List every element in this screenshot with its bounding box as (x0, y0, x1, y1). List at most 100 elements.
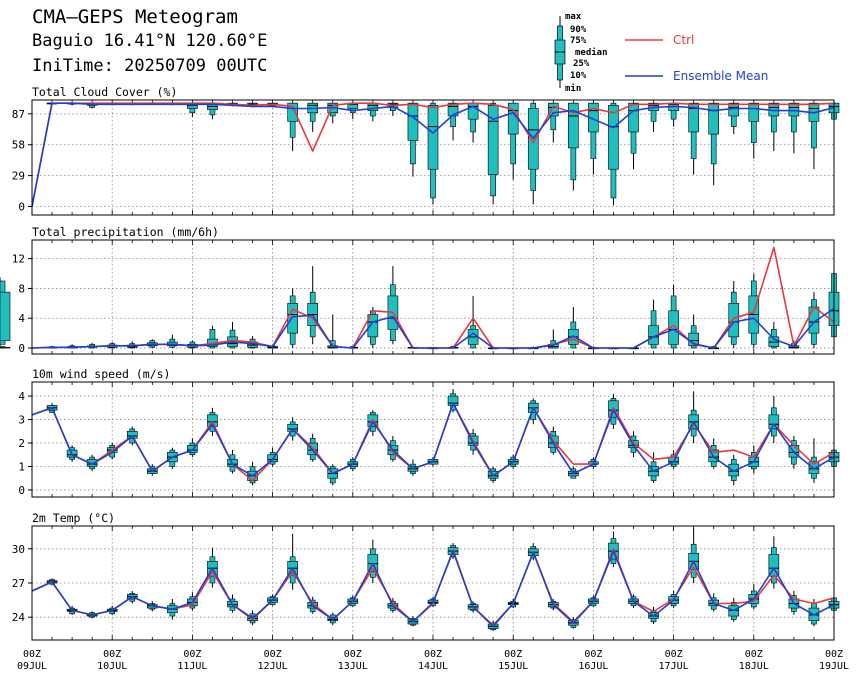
x-date-label: 13JUL (338, 661, 368, 672)
box-90h (327, 464, 339, 486)
box-120h (427, 102, 439, 205)
box-p25-p75 (207, 414, 218, 427)
box-186h (648, 299, 659, 349)
y-tick-label: 58 (12, 139, 25, 152)
panel-frame (31, 381, 835, 498)
init-time: IniTime: 20250709 00UTC (32, 56, 268, 76)
panel-2: Total precipitation (mm/6h) 0 4 8 12 (0, 225, 840, 355)
box-48h (187, 340, 198, 349)
y-tick-label: 8 (18, 282, 25, 295)
box-222h (768, 396, 780, 444)
y-tick-label: 3 (18, 414, 25, 427)
box-p25-p75 (608, 105, 619, 170)
box-78h (287, 102, 298, 152)
box-192h (668, 284, 679, 349)
box-p25-p75 (808, 461, 820, 474)
box-132h (467, 295, 479, 349)
box-216h (748, 102, 760, 159)
box-132h (467, 102, 479, 143)
x-date-label: 16JUL (578, 661, 608, 672)
panel-title: Total precipitation (mm/6h) (32, 225, 219, 239)
box-p25-p75 (287, 303, 298, 334)
panel-title: 10m wind speed (m/s) (32, 367, 170, 381)
box-undefinedh (0, 277, 11, 349)
box-p10-p90 (209, 329, 216, 349)
box-p25-p75 (728, 303, 740, 338)
panel-frame (31, 99, 835, 216)
box-p25-p75 (708, 102, 720, 135)
box-p25-p75 (427, 105, 439, 170)
x-hour-label: 00Z (344, 649, 362, 660)
mean-line (31, 550, 835, 628)
y-tick-label: 0 (18, 342, 25, 355)
box-60h (227, 321, 238, 349)
mean-line (31, 402, 835, 477)
box-198h (688, 391, 699, 444)
y-tick-label: 0 (18, 200, 25, 213)
page-title: CMA–GEPS Meteogram (32, 6, 238, 28)
box-78h (287, 288, 298, 349)
panel-title: 2m Temp (°C) (32, 511, 115, 525)
box-222h (768, 536, 780, 589)
y-tick-label: 27 (12, 577, 25, 590)
box-p25-p75 (788, 102, 800, 117)
y-tick-label: 87 (12, 108, 25, 121)
y-tick-label: 24 (12, 611, 26, 624)
legend-ctrl-label: Ctrl (673, 33, 695, 47)
box-102h (367, 102, 379, 122)
box-90h (327, 314, 339, 349)
box-p25-p75 (568, 102, 579, 149)
box-174h (608, 102, 619, 206)
box-54h (207, 102, 218, 120)
box-228h (788, 102, 800, 154)
y-tick-label: 29 (12, 170, 25, 183)
x-date-label: 09JUL (17, 661, 47, 672)
y-tick-label: 30 (12, 543, 25, 556)
box-102h (367, 539, 379, 583)
box-p25-p75 (467, 102, 479, 120)
box-p25-p75 (287, 423, 298, 432)
x-hour-label: 00Z (424, 649, 442, 660)
x-hour-label: 00Z (584, 649, 602, 660)
x-date-label: 19JUL (819, 661, 849, 672)
x-hour-label: 00Z (103, 649, 121, 660)
box-p25-p75 (407, 102, 419, 141)
legend-key-min: min (565, 84, 582, 94)
box-204h (708, 102, 720, 186)
box-114h (407, 102, 419, 177)
box-p25-p75 (628, 102, 639, 133)
x-date-label: 12JUL (258, 661, 288, 672)
box-p25-p75 (547, 102, 559, 117)
box-p25-p75 (287, 102, 298, 122)
x-hour-label: 00Z (264, 649, 282, 660)
box-210h (728, 280, 740, 349)
y-tick-label: 12 (12, 253, 25, 266)
box-162h (568, 102, 579, 191)
panel-frame (31, 239, 835, 355)
panel-1: Total Cloud Cover (%) 0 29 58 87 (12, 85, 840, 216)
x-date-label: 15JUL (498, 661, 528, 672)
x-hour-label: 00Z (183, 649, 201, 660)
box-p25-p75 (0, 291, 11, 341)
box-168h (588, 102, 599, 175)
box-162h (568, 307, 579, 349)
panel-4: 2m Temp (°C) 24 27 30 (12, 511, 840, 641)
mean-line (31, 307, 835, 349)
x-hour-label: 00Z (504, 649, 522, 660)
box-p25-p75 (688, 102, 699, 133)
box-48h (187, 438, 198, 458)
y-tick-label: 4 (18, 390, 25, 403)
x-date-label: 14JUL (418, 661, 448, 672)
panel-title: Total Cloud Cover (%) (32, 85, 177, 99)
legend-key-p90: 90% (570, 25, 587, 35)
box-p25-p75 (487, 105, 499, 175)
mean-line (31, 102, 835, 207)
box-p25-p75 (748, 102, 760, 122)
ctrl-line (31, 102, 835, 207)
x-date-label: 17JUL (659, 661, 689, 672)
box-150h (527, 102, 539, 205)
box-p25-p75 (728, 463, 740, 477)
station-location: Baguio 16.41°N 120.60°E (32, 31, 268, 51)
box-198h (688, 102, 699, 175)
legend-key-p75: 75% (570, 36, 587, 46)
